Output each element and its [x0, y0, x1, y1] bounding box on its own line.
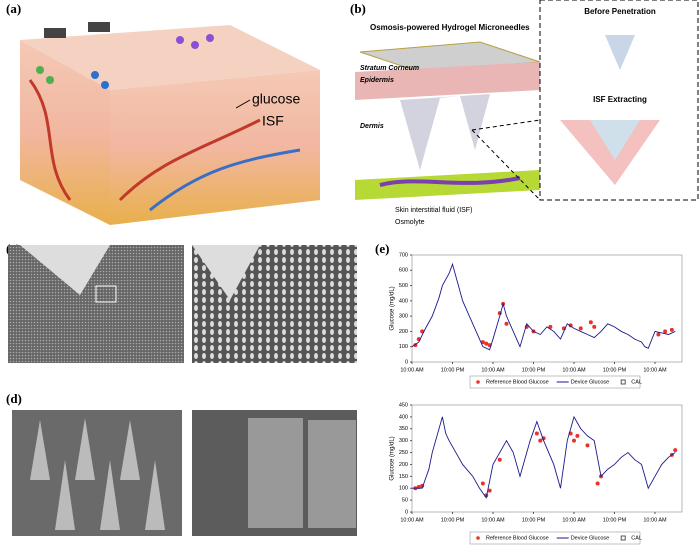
reference-point [663, 329, 668, 334]
reference-point [504, 321, 509, 326]
annotation: ISF [262, 113, 284, 129]
sem-pillar [308, 420, 356, 528]
y-tick-label: 700 [399, 252, 408, 258]
x-tick-label: 10:00 AM [643, 517, 667, 523]
legend-marker [476, 536, 480, 540]
x-tick-label: 10:00 AM [400, 367, 424, 373]
reference-point [673, 448, 678, 453]
reference-point [497, 457, 502, 462]
y-tick-label: 450 [399, 402, 408, 408]
zoom-box [95, 285, 117, 303]
skin-illustration [20, 22, 320, 225]
reference-point [585, 443, 590, 448]
device-line [411, 262, 676, 351]
legend-marker [620, 535, 626, 541]
y-axis-label: Glucose (mg/dL) [390, 436, 396, 480]
panel-label: (d) [6, 391, 22, 406]
y-tick-label: 600 [399, 268, 408, 274]
legend-entry: Osmolyte [395, 219, 425, 226]
x-tick-label: 10:00 AM [481, 517, 505, 523]
legend-marker [620, 379, 626, 385]
y-tick-label: 0 [405, 359, 408, 365]
annotation: Stratum Corneum [360, 65, 419, 72]
x-tick-label: 10:00 AM [562, 367, 586, 373]
reference-point [480, 340, 485, 345]
y-tick-label: 400 [399, 414, 408, 420]
annotation: Osmosis-powered Hydrogel Microneedles [370, 23, 530, 32]
panel-label: (b) [350, 1, 366, 16]
reference-point [669, 327, 674, 332]
legend-entry: Device Glucose [571, 379, 610, 385]
reference-point [575, 433, 580, 438]
y-tick-label: 150 [399, 474, 408, 480]
reference-point [588, 320, 593, 325]
y-axis-label: Glucose (mg/dL) [390, 286, 396, 330]
reference-point [572, 438, 576, 443]
x-tick-label: 10:00 AM [400, 517, 424, 523]
x-tick-label: 10:00 PM [441, 517, 465, 523]
reference-point [595, 481, 600, 486]
y-tick-label: 400 [399, 298, 408, 304]
annotation: ISF Extracting [593, 95, 647, 104]
x-tick-label: 10:00 AM [643, 367, 667, 373]
annotation: Before Penetration [584, 7, 656, 16]
sem-needle [20, 245, 110, 295]
x-tick-label: 10:00 AM [481, 367, 505, 373]
legend-entry: Reference Blood Glucose [486, 535, 549, 541]
x-tick-label: 10:00 AM [562, 517, 586, 523]
legend-entry: Device Glucose [571, 535, 610, 541]
y-tick-label: 300 [399, 314, 408, 320]
panel-label: (e) [375, 241, 389, 256]
plot-frame [411, 404, 683, 513]
y-tick-label: 300 [399, 438, 408, 444]
sem-pillar [248, 418, 303, 528]
annotation: Epidermis [360, 77, 394, 84]
annotation: glucose [252, 91, 300, 107]
reference-point [484, 341, 489, 346]
legend-entry: CAL [631, 379, 642, 385]
x-tick-label: 10:00 PM [603, 517, 627, 523]
y-tick-label: 250 [399, 450, 408, 456]
y-tick-label: 200 [399, 462, 408, 468]
legend-entry: Skin interstitial fluid (ISF) [395, 207, 472, 214]
legend-entry: Reference Blood Glucose [486, 379, 549, 385]
legend-box [469, 375, 641, 389]
reference-point [487, 488, 492, 493]
x-tick-label: 10:00 PM [603, 367, 627, 373]
legend-marker [476, 380, 480, 384]
y-tick-label: 500 [399, 283, 408, 289]
reference-point [538, 438, 543, 443]
y-tick-label: 0 [405, 509, 408, 515]
microneedle-illustration [355, 0, 699, 201]
reference-point [656, 332, 661, 337]
panel-label: (a) [6, 1, 21, 16]
annotation: Dermis [360, 123, 384, 130]
y-tick-label: 100 [399, 486, 408, 492]
reference-point [534, 431, 539, 436]
sem-needle [192, 245, 260, 300]
x-tick-label: 10:00 PM [522, 517, 546, 523]
plot-frame [411, 254, 683, 363]
reference-point [548, 324, 553, 329]
pointer [235, 99, 251, 109]
x-tick-label: 10:00 PM [522, 367, 546, 373]
reference-point [578, 326, 583, 331]
reference-point [592, 324, 597, 329]
y-tick-label: 100 [399, 344, 408, 350]
device-line [412, 415, 676, 499]
sem-pillars [30, 418, 165, 530]
legend-entry: CAL [631, 535, 642, 541]
y-tick-label: 200 [399, 329, 408, 335]
legend-box [469, 531, 641, 545]
y-tick-label: 350 [399, 426, 408, 432]
reference-point [480, 481, 485, 486]
y-tick-label: 50 [402, 498, 408, 504]
x-tick-label: 10:00 PM [441, 367, 465, 373]
